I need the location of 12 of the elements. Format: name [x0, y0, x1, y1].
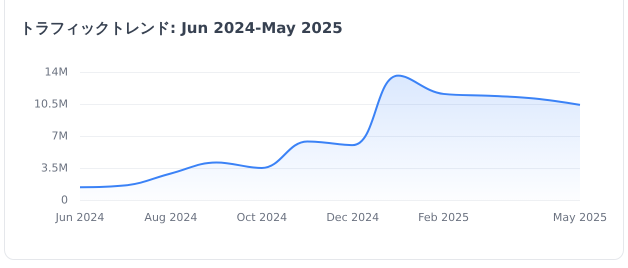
- y-tick-label: 0: [61, 194, 68, 206]
- y-tick-label: 10.5M: [34, 98, 68, 110]
- y-tick-label: 14M: [44, 66, 68, 78]
- y-tick-label: 7M: [52, 130, 68, 142]
- y-tick-label: 3.5M: [41, 162, 68, 174]
- x-tick-label: Jun 2024: [54, 211, 104, 224]
- x-tick-label: May 2025: [552, 211, 608, 224]
- x-tick-label: Oct 2024: [236, 211, 288, 224]
- x-tick-label: Aug 2024: [144, 211, 198, 224]
- x-tick-label: Feb 2025: [418, 211, 470, 224]
- chart-title: トラフィックトレンド: Jun 2024-May 2025: [20, 19, 343, 38]
- x-tick-label: Dec 2024: [326, 211, 380, 224]
